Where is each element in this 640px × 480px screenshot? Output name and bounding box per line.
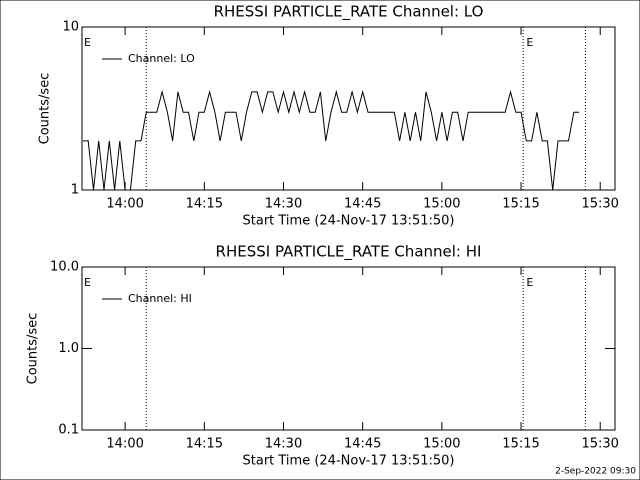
y-tick-label: 10 <box>62 20 79 35</box>
x-tick-label: 15:30 <box>581 197 618 212</box>
data-line <box>82 89 580 191</box>
x-tick-label: 15:15 <box>502 197 539 212</box>
x-tick-label: 14:00 <box>106 437 143 452</box>
x-axis-label: Start Time (24-Nov-17 13:51:50) <box>243 214 455 229</box>
legend-label: Channel: LO <box>128 52 195 65</box>
y-tick-label: 1 <box>71 183 79 198</box>
y-axis-label: Counts/sec <box>38 73 53 145</box>
chart-title: RHESSI PARTICLE_RATE Channel: HI <box>216 243 482 262</box>
plot-frame <box>81 26 616 191</box>
x-tick-label: 14:30 <box>265 197 302 212</box>
x-tick-label: 15:00 <box>423 437 460 452</box>
annotation: E <box>84 36 91 49</box>
x-tick-label: 15:00 <box>423 197 460 212</box>
footer: 2-Sep-2022 09:30 <box>555 467 636 477</box>
chart-title: RHESSI PARTICLE_RATE Channel: LO <box>214 3 484 22</box>
y-tick-label: 10.0 <box>50 260 79 275</box>
x-tick-label: 15:30 <box>581 437 618 452</box>
x-tick-label: 15:15 <box>502 437 539 452</box>
x-axis-label: Start Time (24-Nov-17 13:51:50) <box>243 454 455 469</box>
x-tick-label: 14:15 <box>186 197 223 212</box>
x-tick-label: 14:45 <box>344 197 381 212</box>
x-tick-label: 14:15 <box>186 437 223 452</box>
annotation: E <box>526 276 533 289</box>
x-tick-label: 14:45 <box>344 437 381 452</box>
annotation: E <box>526 36 533 49</box>
annotation: E <box>84 276 91 289</box>
x-tick-label: 14:00 <box>106 197 143 212</box>
x-tick-label: 14:30 <box>265 437 302 452</box>
y-tick-label: 0.1 <box>58 423 79 438</box>
legend-label: Channel: HI <box>128 292 192 305</box>
y-axis-label: Counts/sec <box>26 313 41 385</box>
y-tick-label: 1.0 <box>58 341 79 356</box>
